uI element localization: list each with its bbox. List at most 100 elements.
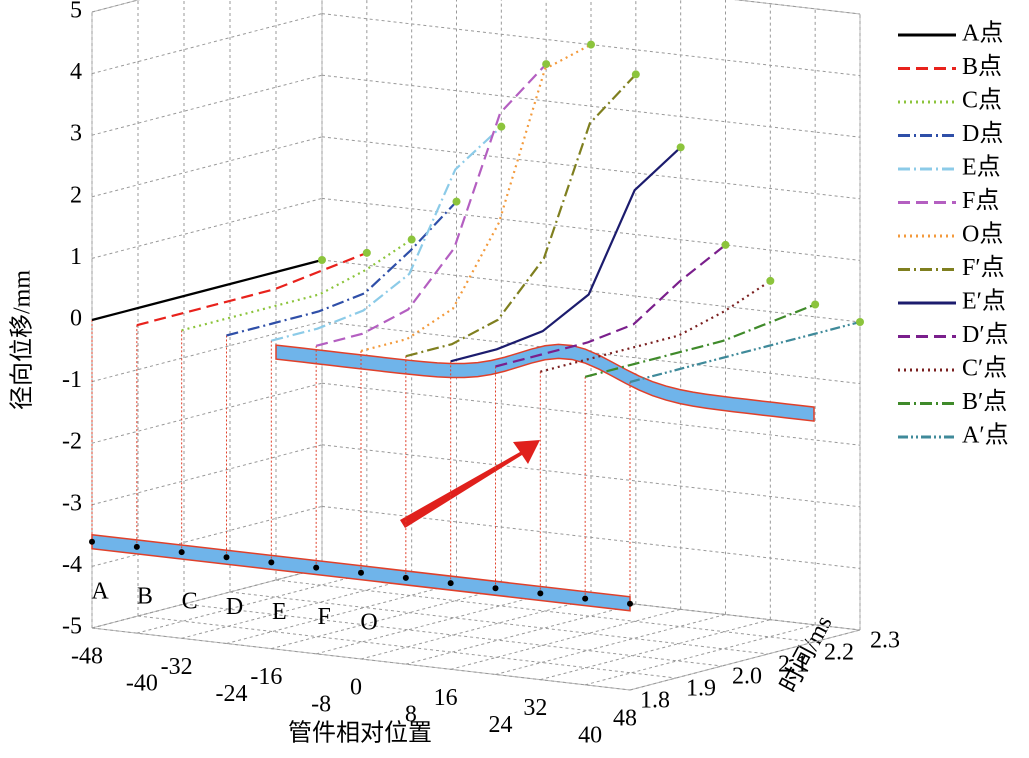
grid-line	[183, 603, 723, 667]
series-line	[136, 251, 368, 327]
x-tick-label: -32	[161, 654, 193, 680]
pipe-node	[447, 580, 454, 587]
series-line	[91, 258, 323, 322]
pipe-node	[268, 559, 275, 566]
grid-line	[360, 598, 592, 660]
grid-line	[321, 136, 861, 200]
series-line	[360, 43, 592, 353]
grid-line	[91, 505, 323, 567]
x-tick-label: -24	[216, 681, 248, 707]
end-marker	[362, 248, 371, 257]
end-marker	[676, 143, 685, 152]
x-axis-label: 管件相对位置	[288, 720, 432, 747]
z-tick-label: -2	[62, 429, 82, 455]
legend-label: E点	[962, 154, 1001, 181]
grid-line	[91, 321, 323, 383]
z-tick-label: -3	[62, 490, 82, 516]
y-tick-label: 1.9	[686, 676, 716, 702]
series-line	[405, 73, 637, 358]
z-tick-label: 2	[70, 182, 82, 208]
arrow	[400, 440, 540, 528]
x-tick-label: 8	[405, 702, 417, 728]
pipe-node	[178, 549, 185, 556]
x-tick-label: -48	[71, 644, 103, 670]
x-tick-label: -8	[311, 691, 331, 717]
end-marker	[587, 40, 595, 49]
grid-line	[450, 608, 681, 670]
grid-line	[321, 444, 861, 508]
z-tick-label: 0	[70, 306, 82, 332]
end-marker	[856, 318, 864, 326]
y-tick-label: 2.2	[824, 640, 854, 666]
legend-label: C′点	[962, 355, 1007, 382]
legend-label: D点	[962, 120, 1003, 147]
end-marker	[766, 276, 775, 285]
end-marker	[542, 60, 551, 69]
x-tick-label: -40	[126, 671, 158, 697]
pipe-node	[133, 543, 140, 550]
y-tick-label: 2.1	[778, 652, 808, 678]
grid-line	[321, 382, 861, 446]
grid-line	[181, 577, 412, 639]
x-tick-label: 16	[434, 685, 458, 711]
point-label: C	[182, 589, 198, 615]
grid-line	[495, 614, 726, 675]
x-tick-label: 48	[613, 706, 637, 732]
grid-line	[91, 197, 323, 259]
end-marker	[811, 300, 820, 309]
series-line	[495, 244, 727, 368]
series-line	[271, 125, 503, 342]
point-label: B	[137, 584, 153, 610]
grid-line	[91, 74, 323, 136]
end-marker	[631, 70, 640, 79]
grid-line	[91, 444, 323, 506]
end-marker	[407, 235, 416, 244]
axis-edge	[91, 0, 140, 13]
grid-line	[321, 74, 861, 138]
point-label: F	[317, 604, 330, 630]
grid-line	[91, 567, 323, 629]
legend-label: D′点	[962, 321, 1009, 348]
grid-line	[540, 619, 771, 681]
legend-label: F′点	[962, 254, 1005, 281]
z-tick-label: 3	[70, 121, 82, 147]
point-label: E	[272, 599, 287, 625]
point-label: D	[226, 594, 243, 620]
point-label: O	[360, 609, 377, 635]
grid-line	[585, 624, 816, 686]
x-tick-label: 40	[578, 722, 602, 748]
legend-label: E′点	[962, 288, 1006, 315]
x-tick-label: 32	[523, 695, 547, 721]
end-marker	[721, 240, 730, 249]
z-axis-label: 径向位移/mm	[9, 270, 36, 410]
y-tick-label: 2.0	[732, 664, 762, 690]
grid-line	[91, 0, 140, 13]
grid-line	[91, 136, 323, 198]
pipe-node	[627, 600, 633, 607]
grid-line	[629, 629, 861, 691]
series-line	[226, 200, 458, 337]
grid-line	[136, 572, 367, 634]
grid-line	[137, 615, 677, 679]
legend-label: C点	[962, 87, 1002, 114]
grid-line	[321, 197, 861, 261]
pipe-node	[358, 569, 364, 576]
axis-edge	[91, 567, 323, 629]
grid-line	[734, 0, 861, 15]
grid-line	[226, 583, 457, 644]
pipe-node	[492, 585, 499, 592]
point-label: A	[91, 578, 109, 604]
z-tick-label: 4	[70, 59, 82, 85]
grid-line	[316, 593, 547, 655]
end-marker	[318, 256, 326, 264]
grid-line	[91, 627, 631, 691]
x-tick-label: 24	[489, 712, 513, 738]
pipe-deformed	[275, 343, 815, 422]
grid-line	[91, 13, 323, 75]
end-marker	[497, 122, 506, 131]
legend-label: F点	[962, 187, 999, 214]
y-tick-label: 1.8	[640, 688, 670, 714]
legend-label: A′点	[962, 422, 1009, 449]
z-tick-label: 5	[70, 0, 82, 24]
grid-line	[275, 579, 815, 643]
